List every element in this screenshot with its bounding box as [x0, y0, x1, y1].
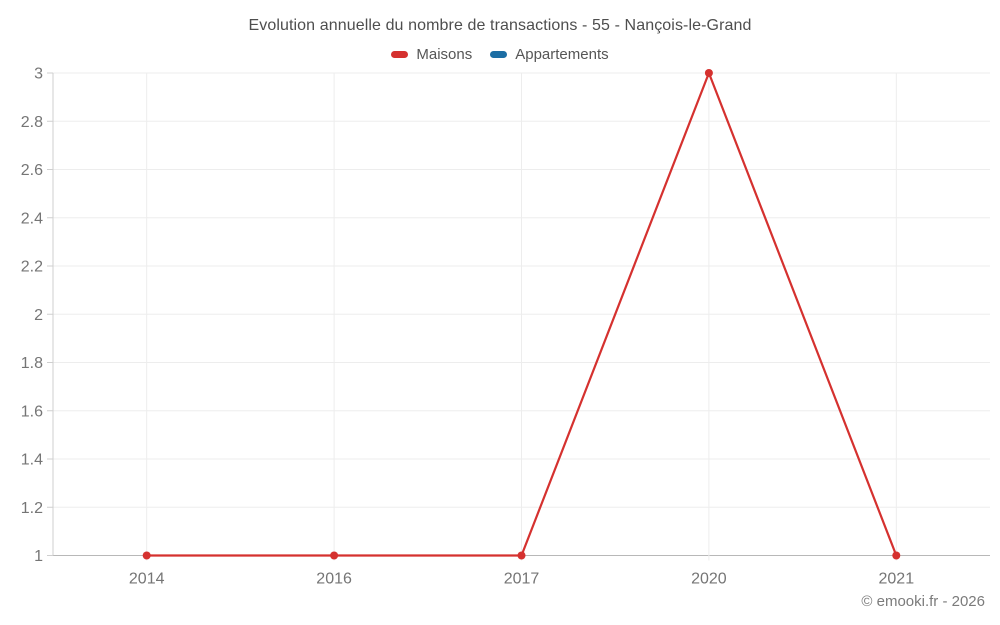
data-point-maisons-2020 — [704, 69, 713, 77]
data-point-maisons-2021 — [892, 551, 901, 560]
data-point-maisons-2014 — [142, 551, 151, 560]
legend-label-appartements: Appartements — [515, 46, 609, 63]
legend-item-maisons[interactable]: Maisons — [391, 46, 472, 63]
x-tick-label: 2021 — [879, 571, 915, 588]
y-tick-label: 1.2 — [21, 500, 43, 517]
y-tick-label: 1.4 — [21, 452, 43, 469]
x-tick-label: 2014 — [129, 571, 165, 588]
x-tick-label: 2016 — [316, 571, 352, 588]
y-tick-label: 1.8 — [21, 355, 43, 372]
red-line-swatch-icon — [391, 51, 409, 58]
y-tick-label: 2.6 — [21, 162, 43, 179]
y-tick-label: 2.4 — [21, 210, 43, 227]
data-point-maisons-2016 — [330, 551, 339, 560]
y-tick-label: 3 — [34, 66, 43, 83]
chart-title: Evolution annuelle du nombre de transact… — [248, 17, 752, 34]
legend-item-appartements[interactable]: Appartements — [490, 46, 609, 63]
copyright-footer: © emooki.fr - 2026 — [861, 593, 985, 610]
legend: Maisons Appartements — [0, 46, 1000, 63]
y-tick-label: 1 — [34, 548, 43, 565]
blue-line-swatch-icon — [490, 51, 508, 58]
y-tick-label: 2.8 — [21, 114, 43, 131]
y-tick-label: 2.2 — [21, 259, 43, 276]
x-tick-label: 2017 — [504, 571, 540, 588]
y-tick-label: 2 — [34, 307, 43, 324]
x-tick-label: 2020 — [691, 571, 727, 588]
data-point-maisons-2017 — [517, 551, 526, 560]
y-tick-label: 1.6 — [21, 403, 43, 420]
legend-label-maisons: Maisons — [416, 46, 473, 63]
